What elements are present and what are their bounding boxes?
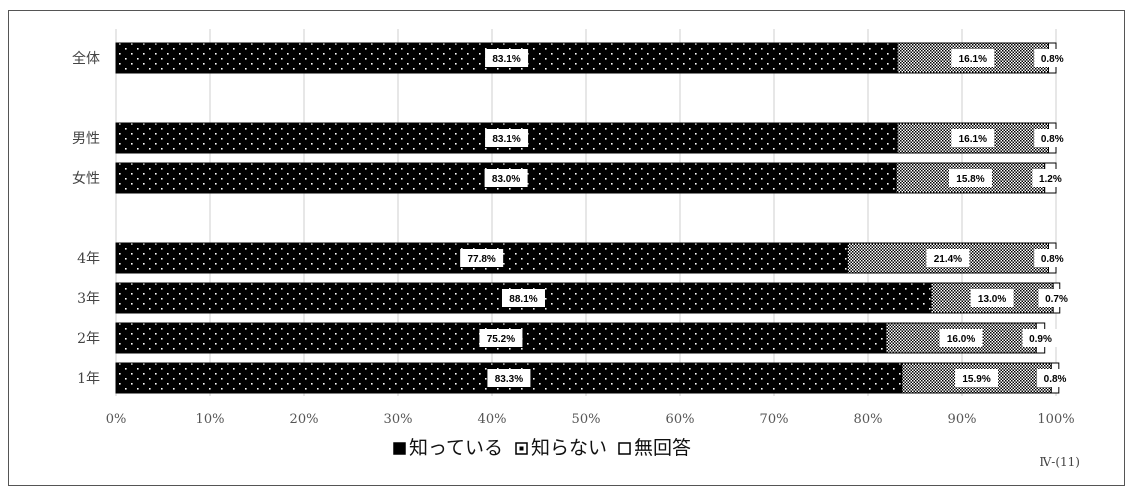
data-label: 75.2% [487, 334, 515, 345]
data-label: 83.1% [492, 134, 520, 145]
data-label-bg [951, 49, 995, 67]
data-label-bg [1037, 369, 1074, 387]
data-label-bg [1038, 289, 1075, 307]
data-label-bg [479, 329, 523, 347]
category-label: 全体 [72, 50, 100, 67]
data-label-bg [487, 369, 531, 387]
category-label: 男性 [72, 131, 100, 147]
data-label-bg [955, 369, 999, 387]
figure-reference: Ⅳ-(11) [1039, 455, 1080, 469]
x-tick-label: 50% [572, 412, 601, 427]
data-label-bg [951, 129, 995, 147]
legend-swatch [618, 442, 631, 455]
legend-label: 知っている [409, 437, 503, 459]
data-label-bg [1022, 329, 1059, 347]
data-label: 16.1% [959, 54, 987, 65]
data-label-bg [485, 49, 529, 67]
data-label: 1.2% [1039, 174, 1062, 185]
data-label: 0.7% [1045, 294, 1068, 305]
legend-label: 知らない [531, 437, 607, 459]
x-tick-label: 70% [760, 412, 789, 427]
data-label: 0.8% [1041, 134, 1064, 145]
chart-frame: 83.1% 16.1% 0.8% 83.1% 16.1% 0.8% 83.0% 15.8% 1.… [8, 10, 1125, 486]
stacked-bar-chart: 83.1% 16.1% 0.8% 83.1% 16.1% 0.8% 83.0% 15.8% 1.… [72, 29, 1075, 459]
legend-swatch-dot [519, 446, 524, 451]
x-tick-label: 10% [196, 412, 225, 427]
data-label: 16.1% [959, 134, 987, 145]
data-label-bg [970, 289, 1014, 307]
x-tick-label: 60% [666, 412, 695, 427]
legend-label: 無回答 [634, 437, 691, 459]
data-label-bg [939, 329, 983, 347]
x-tick-label: 100% [1037, 412, 1074, 427]
data-label-bg [1034, 129, 1071, 147]
data-label: 83.0% [492, 174, 520, 185]
data-label-bg [948, 169, 992, 187]
x-tick-label: 20% [290, 412, 319, 427]
x-tick-label: 90% [948, 412, 977, 427]
data-label: 83.3% [495, 374, 523, 385]
data-label-bg [460, 249, 504, 267]
x-tick-label: 80% [854, 412, 883, 427]
category-label: 3年 [77, 291, 100, 307]
data-label: 21.4% [934, 254, 962, 265]
data-label: 0.9% [1029, 334, 1052, 345]
data-label: 0.8% [1041, 54, 1064, 65]
category-label: 4年 [77, 251, 100, 267]
data-label-bg [501, 289, 545, 307]
data-label: 13.0% [978, 294, 1006, 305]
x-tick-label: 40% [478, 412, 507, 427]
data-label: 88.1% [509, 294, 537, 305]
data-label: 77.8% [467, 254, 495, 265]
data-label: 83.1% [492, 54, 520, 65]
data-label: 15.8% [956, 174, 984, 185]
data-label: 0.8% [1044, 374, 1067, 385]
data-label: 0.8% [1041, 254, 1064, 265]
data-label-bg [485, 129, 529, 147]
legend-swatch [393, 442, 406, 455]
data-label-bg [1034, 249, 1071, 267]
data-label-bg [1032, 169, 1069, 187]
data-label-bg [484, 169, 528, 187]
category-label: 2年 [77, 331, 100, 347]
category-label: 1年 [77, 371, 100, 387]
data-label-bg [926, 249, 970, 267]
x-tick-label: 0% [106, 412, 127, 427]
x-tick-label: 30% [384, 412, 413, 427]
data-label: 16.0% [947, 334, 975, 345]
category-label: 女性 [72, 170, 100, 187]
data-label-bg [1034, 49, 1071, 67]
data-label: 15.9% [962, 374, 990, 385]
